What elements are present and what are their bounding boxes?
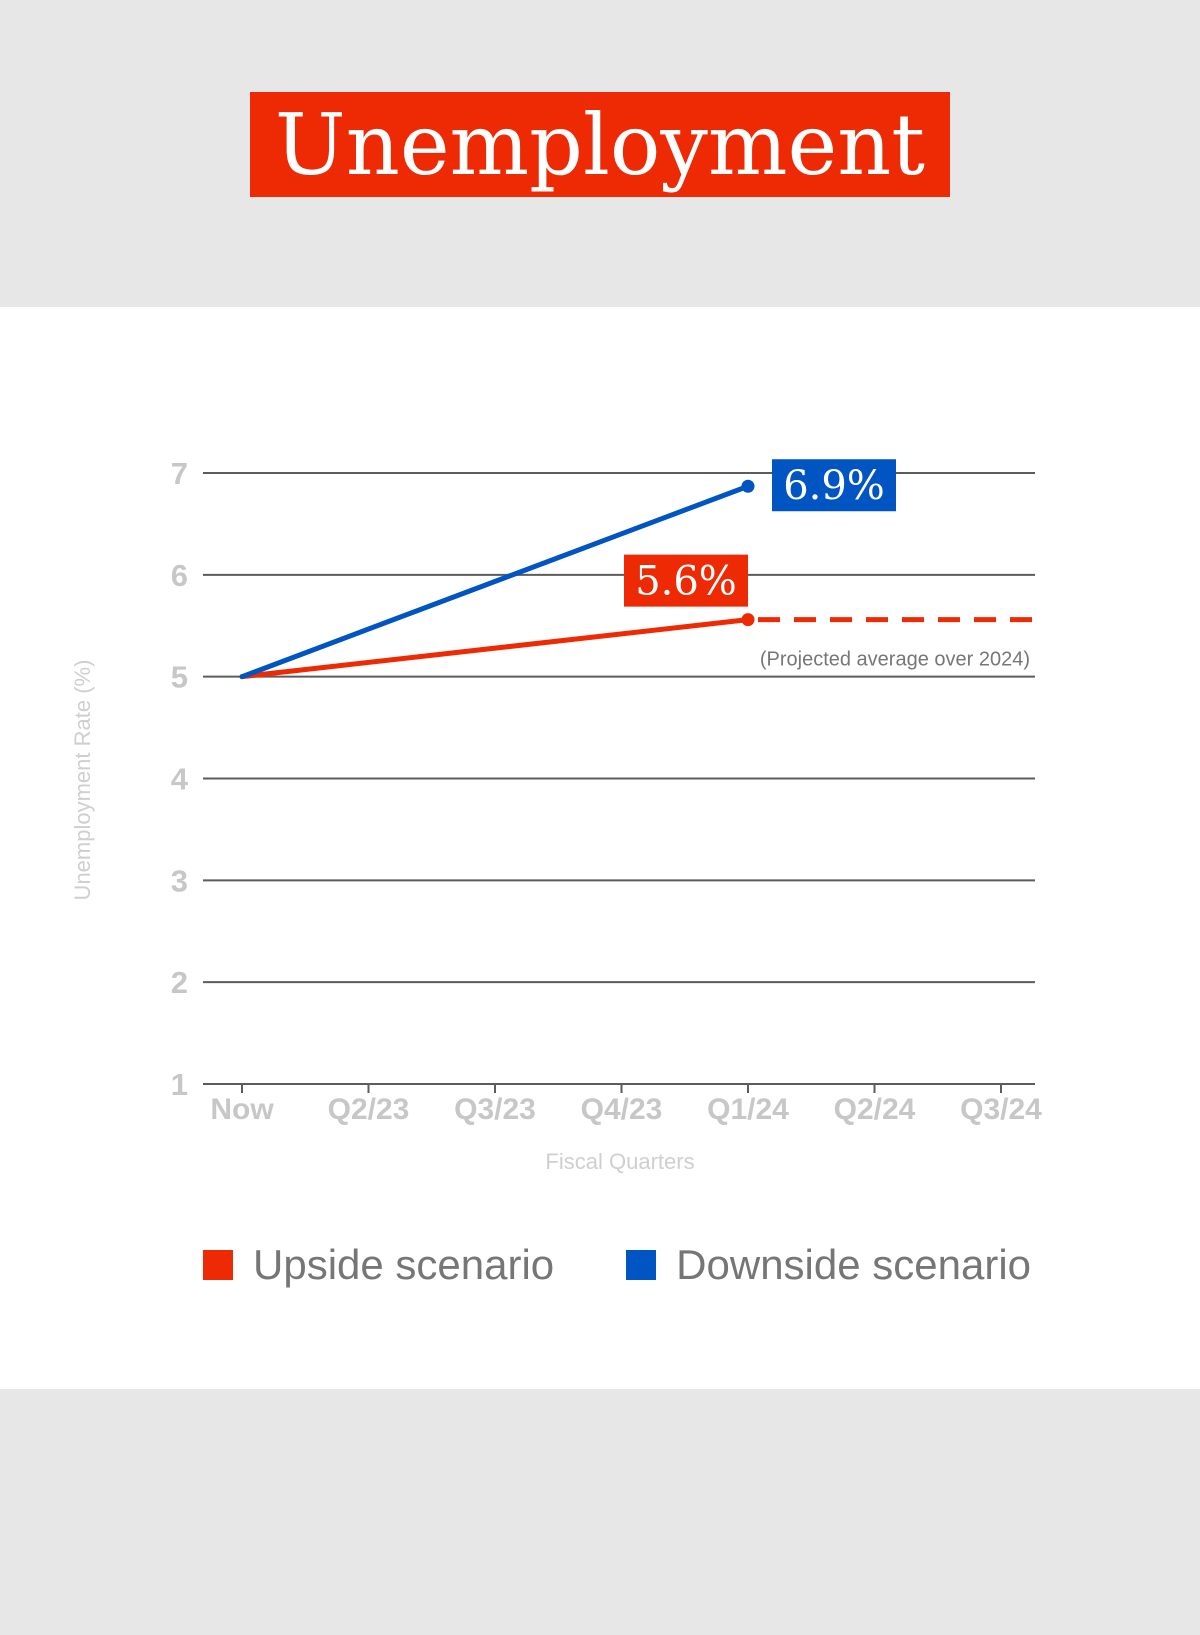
x-tick-label: Q2/24 xyxy=(834,1093,916,1126)
value-label-box-upside xyxy=(624,554,748,607)
y-tick-label: 5 xyxy=(171,660,188,695)
x-tick-label: Q2/23 xyxy=(328,1093,410,1126)
y-tick-label: 4 xyxy=(171,762,189,797)
legend-item-downside: Downside scenario xyxy=(626,1241,1031,1289)
legend-label-upside: Upside scenario xyxy=(253,1241,555,1288)
x-tick-label: Q4/23 xyxy=(581,1093,663,1126)
y-tick-label: 2 xyxy=(171,965,188,1000)
legend-label-downside: Downside scenario xyxy=(676,1241,1032,1288)
legend-swatch-upside xyxy=(203,1250,233,1280)
chart-legend: Upside scenario Downside scenario xyxy=(203,1240,1031,1290)
y-tick-label: 3 xyxy=(171,863,188,898)
x-tick-label: Q3/23 xyxy=(454,1093,536,1126)
footer-band xyxy=(0,1389,1200,1635)
series-line-downside xyxy=(239,483,751,680)
header-band: Unemployment xyxy=(0,0,1200,307)
y-tick-label: 1 xyxy=(171,1067,188,1102)
legend-swatch-downside xyxy=(626,1250,657,1280)
x-axis-title: Fiscal Quarters xyxy=(545,1149,694,1174)
x-tick-label: Now xyxy=(210,1093,274,1126)
x-tick-label: Q3/24 xyxy=(960,1093,1042,1126)
chart-title: Unemployment xyxy=(274,95,926,194)
x-tick-label: Q1/24 xyxy=(707,1093,789,1126)
projection-note: (Projected average over 2024) xyxy=(760,649,1030,671)
value-label-box-downside xyxy=(772,459,896,512)
series-end-point-upside xyxy=(741,613,755,627)
value-label-upside: 5.6% xyxy=(635,559,737,605)
series-end-point-downside xyxy=(741,479,755,493)
y-tick-label: 6 xyxy=(171,558,188,593)
y-tick-label: 7 xyxy=(171,456,188,491)
legend-item-upside: Upside scenario xyxy=(203,1241,554,1289)
series-line-upside xyxy=(239,617,751,680)
chart-card xyxy=(0,307,1200,1389)
title-banner: Unemployment xyxy=(250,92,950,197)
value-label-downside: 6.9% xyxy=(783,463,885,509)
y-axis-title: Unemployment Rate (%) xyxy=(70,660,95,901)
